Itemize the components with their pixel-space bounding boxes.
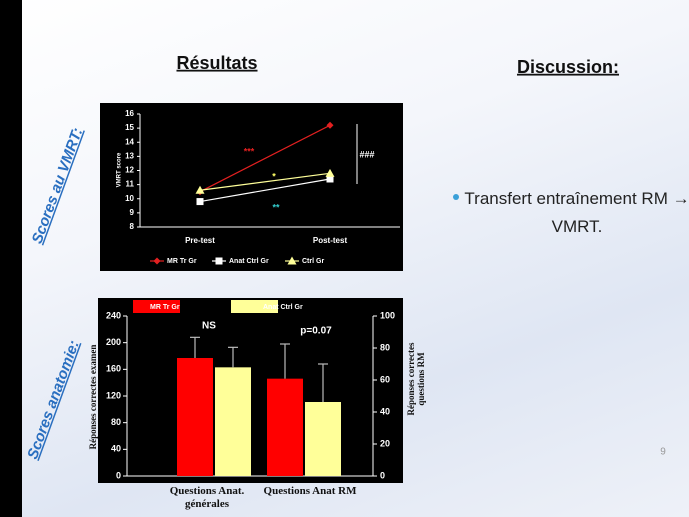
results-title: Résultats — [176, 53, 257, 73]
chart-background — [100, 103, 403, 271]
section-label: Scores anatomie: — [24, 338, 83, 461]
y-tick-label: 13 — [125, 151, 134, 160]
y-tick-label: 80 — [111, 417, 121, 427]
legend-key — [133, 300, 180, 313]
bar — [305, 402, 341, 476]
y-tick-label: 15 — [125, 123, 134, 132]
error-bar — [228, 346, 238, 368]
series-line — [199, 178, 331, 203]
y-tick-label: 160 — [106, 364, 121, 374]
series-line — [199, 124, 331, 193]
y-tick-label: 8 — [130, 222, 135, 231]
x-tick-label: Post-test — [313, 236, 348, 245]
legend-key — [231, 300, 278, 313]
y-tick-label: 14 — [125, 137, 134, 146]
y-tick-label: 40 — [111, 444, 121, 454]
page-number: 9 — [660, 447, 666, 458]
legend-label: MR Tr Gr — [150, 304, 180, 311]
error-bar — [280, 343, 290, 379]
y2-tick-label: 80 — [380, 342, 390, 352]
y-tick-label: 0 — [116, 470, 121, 480]
y2-tick-label: 20 — [380, 438, 390, 448]
error-bar — [190, 336, 200, 358]
discussion-title: Discussion: — [517, 57, 619, 77]
marker — [326, 121, 334, 129]
annotation: ** — [272, 202, 280, 212]
y2-tick-label: 0 — [380, 470, 385, 480]
legend-label: MR Tr Gr — [167, 258, 197, 265]
x-tick-label: Questions Anat RM — [263, 485, 357, 497]
bullet-dot — [453, 194, 459, 200]
y2-tick-label: 60 — [380, 374, 390, 384]
legend-label: Anat Ctrl Gr — [229, 258, 269, 265]
marker — [287, 256, 297, 265]
annotation: *** — [244, 146, 255, 156]
y-tick-label: 10 — [125, 194, 134, 203]
bar — [215, 367, 251, 476]
series-line — [199, 172, 331, 191]
legend-label: Anat Ctrl Gr — [263, 304, 303, 311]
marker — [325, 168, 335, 177]
y2-axis-label: Réponses correctes questions RM — [406, 342, 426, 416]
y2-tick-label: 100 — [380, 310, 395, 320]
marker — [153, 257, 161, 265]
marker — [326, 175, 334, 183]
bar — [267, 378, 303, 476]
y-tick-label: 12 — [125, 166, 134, 175]
y-tick-label: 200 — [106, 337, 121, 347]
y-tick-label: 16 — [125, 109, 134, 118]
y2-tick-label: 40 — [380, 406, 390, 416]
annotation: NS — [202, 321, 216, 332]
bullet-text: Transfert entraînement RM → VMRT. — [464, 189, 689, 236]
annotation: * — [272, 171, 276, 181]
x-tick-label: Pre-test — [185, 236, 215, 245]
legend-label: Ctrl Gr — [302, 258, 324, 265]
y-tick-label: 120 — [106, 390, 121, 400]
y-axis-label: Réponses correctes examen — [88, 344, 98, 450]
marker — [215, 257, 223, 265]
y-tick-label: 240 — [106, 310, 121, 320]
y-tick-label: 9 — [130, 208, 135, 217]
left-strip — [0, 0, 22, 517]
x-tick-label: Questions Anat. générales — [169, 485, 245, 510]
y-axis-label: VMRT score — [117, 152, 123, 187]
annotation: ### — [359, 149, 374, 159]
error-bar — [318, 363, 328, 402]
marker — [196, 198, 204, 206]
marker — [195, 185, 205, 194]
annotation: p=0.07 — [300, 326, 332, 337]
section-label: Scores au VMRT: — [29, 126, 87, 246]
y-tick-label: 11 — [126, 180, 135, 189]
bar — [177, 358, 213, 476]
